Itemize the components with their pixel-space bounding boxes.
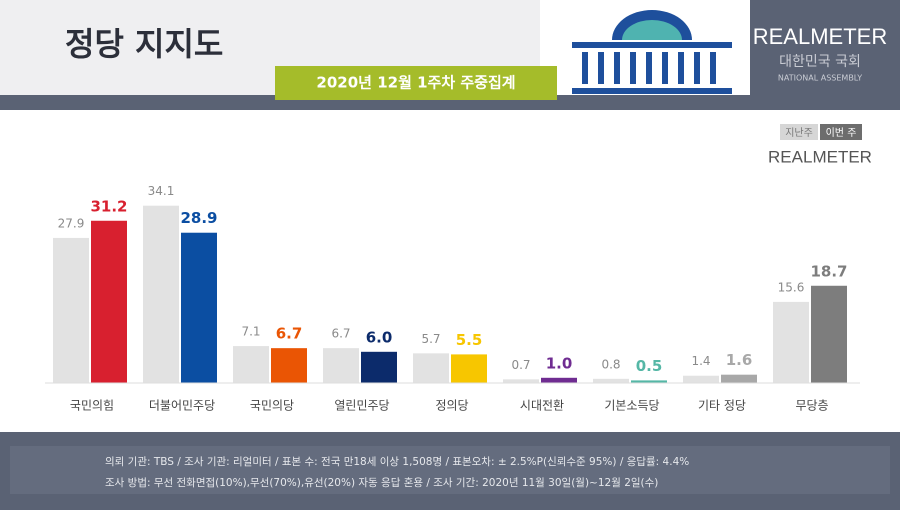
- value-label: 5.7: [421, 332, 440, 346]
- header-stripe: [0, 95, 900, 110]
- value-label: 28.9: [180, 209, 217, 227]
- bar: [631, 380, 667, 383]
- x-tick-label: 기타 정당: [698, 399, 746, 413]
- chart-subtitle: 2020년 12월 1주차 주중집계: [316, 74, 515, 92]
- brand-text: REALMETER: [753, 24, 887, 49]
- subtitle-box: [275, 66, 557, 100]
- bar: [451, 354, 487, 383]
- x-tick-label: 국민의힘: [70, 399, 114, 413]
- chart-brand: REALMETER: [768, 147, 872, 166]
- assembly-en: NATIONAL ASSEMBLY: [778, 74, 862, 83]
- value-label: 1.4: [691, 354, 710, 368]
- value-label: 0.7: [511, 358, 530, 372]
- x-tick-label: 무당층: [795, 399, 828, 413]
- value-label: 0.5: [636, 357, 663, 375]
- value-label: 6.7: [331, 327, 350, 341]
- value-label: 1.6: [726, 351, 753, 369]
- legend-swatch: [820, 124, 862, 140]
- bar: [541, 377, 577, 383]
- value-label: 7.1: [241, 325, 260, 339]
- value-label: 6.0: [366, 328, 393, 346]
- bar: [721, 374, 757, 383]
- bar: [323, 348, 359, 383]
- x-tick-label: 국민의당: [250, 399, 294, 413]
- bar: [181, 232, 217, 383]
- legend-label: 이번 주: [826, 127, 857, 139]
- x-tick-label: 열린민주당: [334, 399, 389, 413]
- bar: [233, 346, 269, 383]
- x-tick-label: 정의당: [435, 399, 468, 413]
- value-label: 0.8: [601, 357, 620, 371]
- footer-box: [10, 446, 890, 494]
- chart-title: 정당 지지도: [65, 25, 223, 63]
- x-tick-label: 기본소득당: [604, 399, 659, 413]
- value-label: 1.0: [546, 354, 573, 372]
- assembly-ko: 대한민국 국회: [779, 54, 861, 70]
- value-label: 34.1: [148, 184, 175, 198]
- footer-note: 조사 방법: 무선 전화면접(10%),무선(70%),유선(20%) 자동 응…: [105, 476, 658, 489]
- bar: [143, 205, 179, 383]
- bar: [593, 378, 629, 383]
- assembly-logo: [572, 10, 732, 94]
- value-label: 5.5: [456, 331, 483, 349]
- footer-note: 의뢰 기관: TBS / 조사 기관: 리얼미터 / 표본 수: 전국 만18세…: [105, 456, 689, 468]
- bar: [271, 348, 307, 383]
- legend-swatch: [780, 124, 818, 140]
- legend-label: 지난주: [785, 127, 813, 139]
- value-label: 27.9: [58, 216, 85, 230]
- bar: [361, 351, 397, 383]
- bar: [503, 379, 539, 383]
- bar: [91, 220, 127, 383]
- bar: [413, 353, 449, 383]
- bar: [683, 375, 719, 383]
- value-label: 31.2: [90, 197, 127, 215]
- brand-panel: [750, 0, 900, 95]
- bar: [53, 237, 89, 383]
- x-tick-label: 더불어민주당: [149, 399, 215, 413]
- value-label: 15.6: [778, 280, 805, 294]
- bar: [811, 285, 847, 383]
- x-tick-label: 시대전환: [520, 399, 564, 413]
- value-label: 18.7: [810, 262, 847, 280]
- bar: [773, 301, 809, 383]
- value-label: 6.7: [276, 325, 303, 343]
